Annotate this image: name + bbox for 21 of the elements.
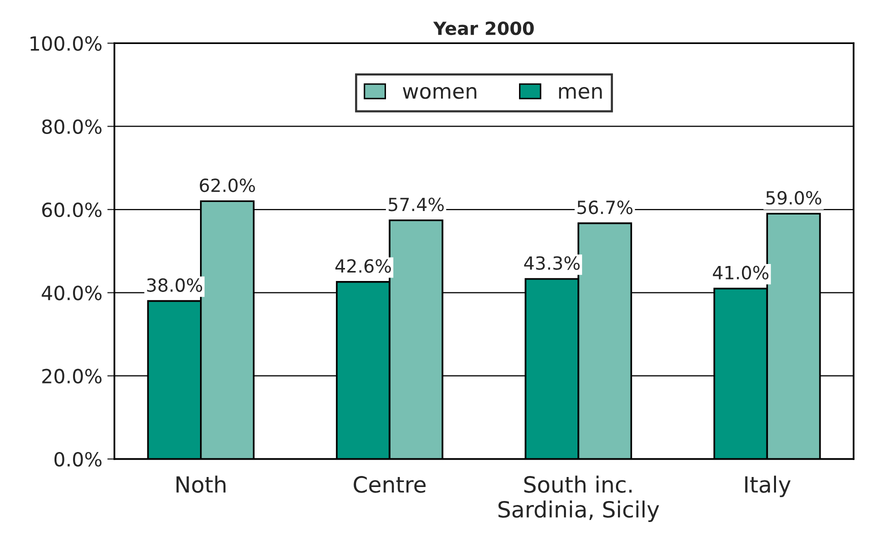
y-tick-label: 100.0%	[30, 36, 102, 51]
y-tick-label: 20.0%	[42, 368, 102, 384]
data-label: 41.0%	[712, 266, 768, 280]
legend-label: men	[559, 86, 602, 99]
x-tick-label: Italy	[745, 476, 791, 498]
x-tick-label: South inc. Sardinia, Sicily	[498, 476, 660, 522]
data-label: 38.0%	[147, 278, 202, 292]
data-label: 42.6%	[335, 259, 391, 273]
y-tick-label: 60.0%	[42, 202, 102, 218]
y-tick-label: 40.0%	[42, 286, 102, 300]
data-label: 57.4%	[388, 198, 444, 212]
x-tick-label: Noth	[176, 476, 226, 493]
data-label: 43.3%	[524, 256, 580, 270]
y-tick-label: 0.0%	[54, 452, 102, 467]
chart-title: Year 2000	[433, 21, 534, 36]
legend-label: women	[402, 86, 476, 99]
x-tick-label: Centre	[354, 476, 426, 493]
y-tick-label: 80.0%	[42, 119, 102, 134]
data-label: 62.0%	[200, 178, 255, 192]
data-label: 56.7%	[578, 200, 632, 214]
data-label: 59.0%	[766, 190, 822, 205]
